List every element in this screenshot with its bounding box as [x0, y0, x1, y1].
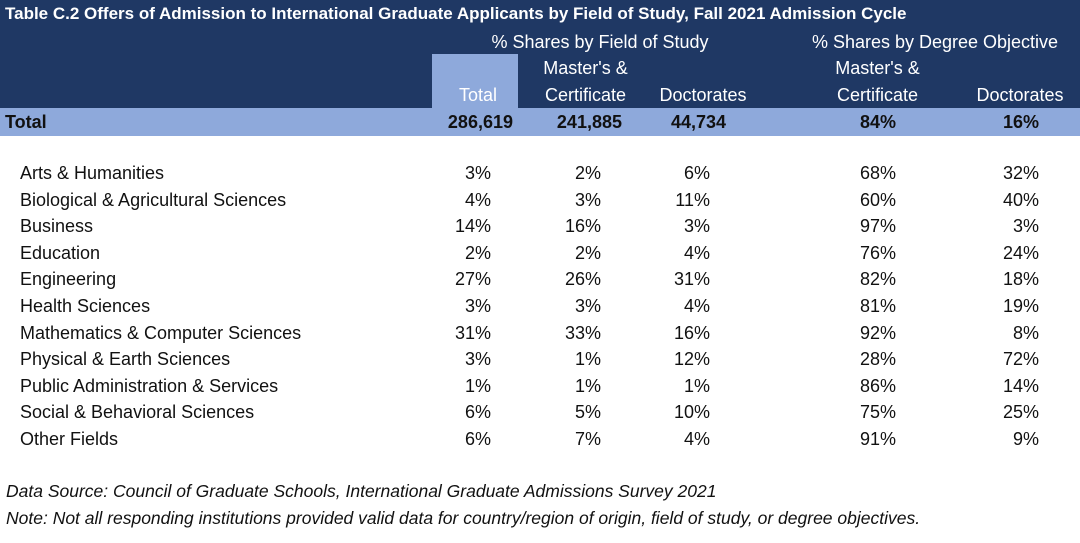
table-row: Public Administration & Services 1% 1% 1% 86…	[0, 373, 1080, 400]
table-cell: 4%	[683, 296, 710, 316]
table-cell: 1%	[683, 375, 710, 396]
table-row: Physical & Earth Sciences 3% 1% 12% 28% 72%	[0, 346, 1080, 373]
row-label: Physical & Earth Sciences	[20, 349, 231, 370]
col-header-total: Total	[458, 85, 497, 105]
table-cell: 31%	[673, 269, 710, 290]
row-label: Arts & Humanities	[20, 163, 165, 183]
table-row: Social & Behavioral Sciences 6% 5% 10% 75% 25…	[0, 399, 1080, 426]
row-label: Education	[20, 242, 101, 263]
col-header-field-doctorates: Doctorates	[659, 85, 747, 105]
row-label: Public Administration & Services	[20, 375, 279, 396]
table-cell: 3%	[464, 163, 491, 183]
table-row: Education 2% 2% 4% 76% 24%	[0, 240, 1080, 267]
row-label: Biological & Agricultural Sciences	[20, 189, 287, 210]
table-cell: 2%	[574, 163, 601, 183]
table-cell: 75%	[859, 402, 896, 423]
table-cell: 3%	[574, 296, 601, 316]
total-row-value: 84%	[859, 112, 896, 132]
table-cell: 28%	[859, 349, 896, 370]
table-row: Other Fields 6% 7% 4% 91% 9%	[0, 426, 1080, 453]
table-cell: 6%	[683, 163, 710, 183]
table-cell: 10%	[673, 402, 710, 423]
table-cell: 16%	[673, 322, 710, 343]
total-row-value: 16%	[1002, 112, 1039, 132]
total-column-header-bg	[432, 54, 518, 108]
table-cell: 68%	[859, 163, 896, 183]
table-cell: 18%	[1002, 269, 1039, 290]
table-cell: 6%	[464, 429, 491, 449]
total-row-value: 44,734	[670, 112, 726, 132]
table-cell: 2%	[574, 242, 601, 263]
col-header-field-masters-line1: Master's &	[543, 58, 628, 78]
table-cell: 12%	[673, 349, 710, 370]
table-cell: 11%	[675, 189, 710, 210]
table-cell: 1%	[464, 375, 491, 396]
table-cell: 3%	[464, 296, 491, 316]
table-cell: 27%	[454, 269, 491, 290]
col-header-deg-masters-line2: Certificate	[836, 85, 919, 105]
table-cell: 24%	[1002, 242, 1039, 263]
table-cell: 72%	[1002, 349, 1039, 370]
header-band	[0, 28, 1080, 108]
table-cell: 3%	[1012, 216, 1039, 237]
table-cell: 9%	[1012, 429, 1039, 449]
table-cell: 81%	[859, 296, 896, 316]
table-cell: 97%	[859, 216, 896, 237]
table-cell: 6%	[464, 402, 491, 423]
group-header-field-of-study: % Shares by Field of Study	[491, 32, 709, 52]
table-cell: 26%	[564, 269, 601, 290]
row-label: Health Sciences	[20, 296, 151, 316]
table-cell: 8%	[1012, 322, 1039, 343]
table-row: Mathematics & Computer Sciences 31% 33% 16%…	[0, 320, 1080, 347]
table-cell: 1%	[574, 349, 601, 370]
col-header-deg-masters-line1: Master's &	[835, 58, 920, 78]
row-label: Engineering	[20, 269, 117, 290]
table-cell: 32%	[1002, 163, 1039, 183]
table-cell: 91%	[859, 429, 896, 449]
row-label: Social & Behavioral Sciences	[20, 402, 255, 423]
table-cell: 3%	[683, 216, 710, 237]
total-row-value: 241,885	[556, 112, 622, 132]
table-cell: 82%	[859, 269, 896, 290]
row-label: Mathematics & Computer Sciences	[20, 322, 302, 343]
row-label: Business	[20, 216, 94, 237]
table-cell: 33%	[564, 322, 601, 343]
table-cell: 86%	[859, 375, 896, 396]
table-row: Biological & Agricultural Sciences 4% 3% 11…	[0, 187, 1080, 214]
table-cell: 40%	[1002, 189, 1039, 210]
table-row: Health Sciences 3% 3% 4% 81% 19%	[0, 293, 1080, 320]
table-cell: 4%	[683, 429, 710, 449]
row-label: Other Fields	[20, 429, 119, 449]
total-row-label: Total	[5, 112, 47, 132]
table-cell: 19%	[1002, 296, 1039, 316]
table-cell: 14%	[1002, 375, 1039, 396]
table-cell: 16%	[564, 216, 601, 237]
total-row-value: 286,619	[447, 112, 513, 132]
table-cell: 4%	[464, 189, 491, 210]
table-cell: 2%	[464, 242, 491, 263]
table-cell: 14%	[454, 216, 491, 237]
data-source-note: Data Source: Council of Graduate Schools…	[6, 481, 717, 501]
table-cell: 92%	[859, 322, 896, 343]
table-cell: 4%	[683, 242, 710, 263]
col-header-field-masters-line2: Certificate	[544, 85, 627, 105]
footnote: Note: Not all responding institutions pr…	[6, 508, 921, 528]
table-row: Engineering 27% 26% 31% 82% 18%	[0, 266, 1080, 293]
table-cell: 25%	[1002, 402, 1039, 423]
table-cell: 3%	[574, 189, 601, 210]
table-title: Table C.2 Offers of Admission to Interna…	[0, 0, 1080, 28]
table-row: Arts & Humanities 3% 2% 6% 68% 32%	[0, 160, 1080, 187]
col-header-deg-doctorates: Doctorates	[976, 85, 1064, 105]
table-cell: 3%	[464, 349, 491, 370]
table-cell: 76%	[859, 242, 896, 263]
table-total-row: Total 286,619 241,885 44,734 84% 16%	[0, 108, 1080, 136]
table-cell: 60%	[859, 189, 896, 210]
table-cell: 7%	[574, 429, 601, 449]
table-cell: 31%	[454, 322, 491, 343]
table-cell: 5%	[574, 402, 601, 423]
table-cell: 1%	[574, 375, 601, 396]
table-row: Business 14% 16% 3% 97% 3%	[0, 213, 1080, 240]
group-header-degree-objective: % Shares by Degree Objective	[811, 32, 1059, 52]
